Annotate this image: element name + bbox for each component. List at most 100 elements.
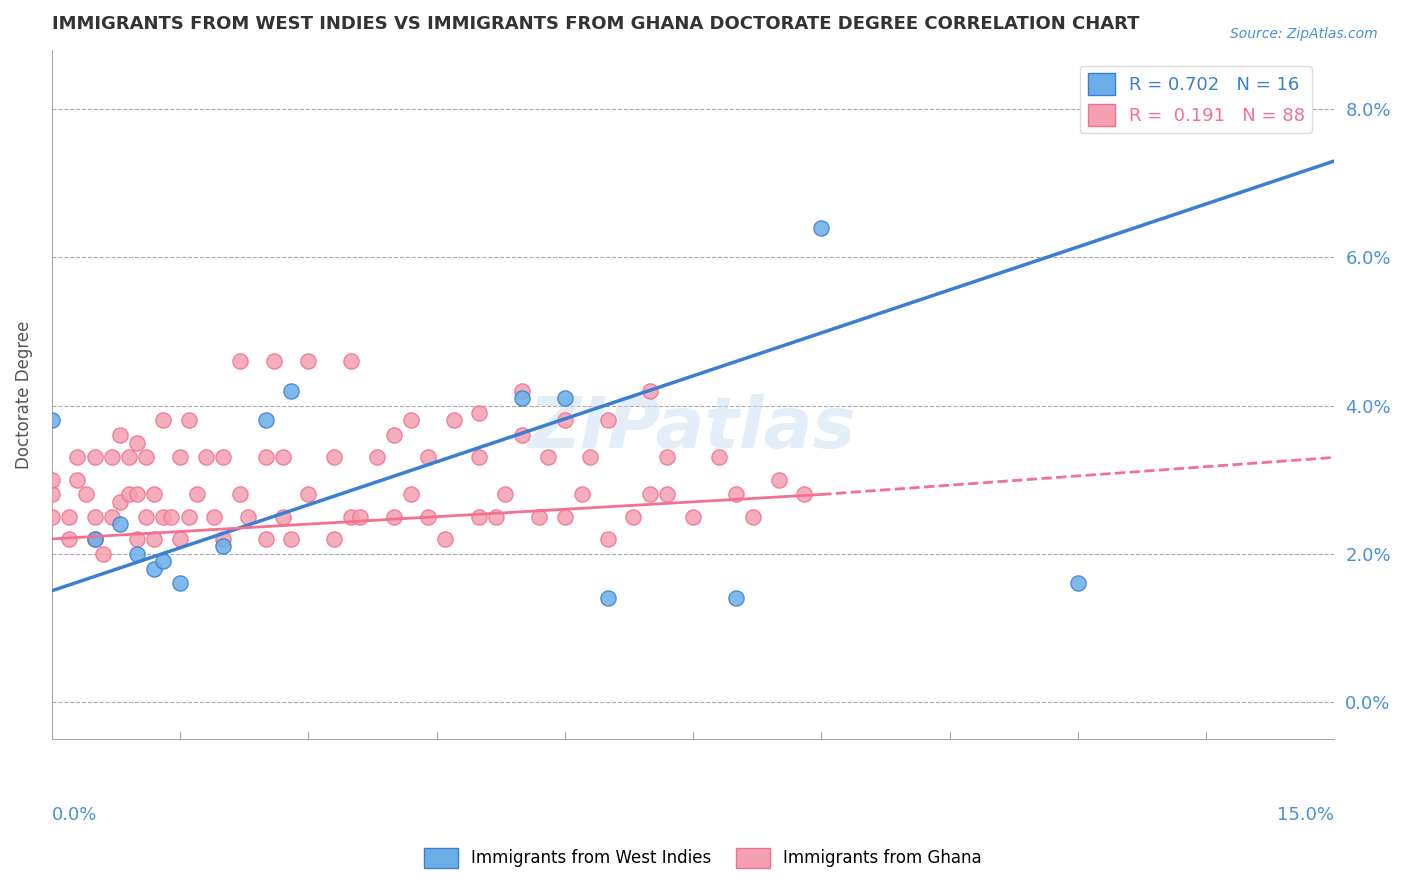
Point	[229, 487, 252, 501]
Point	[297, 354, 319, 368]
Point	[58, 509, 80, 524]
Text: ZIPatlas: ZIPatlas	[529, 394, 856, 463]
Point	[366, 450, 388, 465]
Point	[271, 450, 294, 465]
Point	[554, 413, 576, 427]
Point	[254, 532, 277, 546]
Point	[322, 450, 344, 465]
Point	[468, 450, 491, 465]
Point	[596, 591, 619, 606]
Point	[621, 509, 644, 524]
Point	[152, 554, 174, 568]
Point	[118, 487, 141, 501]
Point	[83, 509, 105, 524]
Point	[41, 473, 63, 487]
Point	[349, 509, 371, 524]
Point	[494, 487, 516, 501]
Point	[322, 532, 344, 546]
Point	[340, 354, 363, 368]
Point	[186, 487, 208, 501]
Text: IMMIGRANTS FROM WEST INDIES VS IMMIGRANTS FROM GHANA DOCTORATE DEGREE CORRELATIO: IMMIGRANTS FROM WEST INDIES VS IMMIGRANT…	[52, 15, 1139, 33]
Point	[100, 509, 122, 524]
Point	[211, 539, 233, 553]
Point	[41, 487, 63, 501]
Text: 15.0%: 15.0%	[1277, 805, 1334, 823]
Point	[382, 428, 405, 442]
Point	[160, 509, 183, 524]
Point	[724, 591, 747, 606]
Y-axis label: Doctorate Degree: Doctorate Degree	[15, 320, 32, 468]
Point	[707, 450, 730, 465]
Point	[169, 450, 191, 465]
Point	[510, 384, 533, 398]
Legend: Immigrants from West Indies, Immigrants from Ghana: Immigrants from West Indies, Immigrants …	[418, 841, 988, 875]
Text: 0.0%: 0.0%	[52, 805, 97, 823]
Point	[434, 532, 457, 546]
Point	[510, 428, 533, 442]
Point	[127, 435, 149, 450]
Point	[510, 391, 533, 405]
Point	[537, 450, 560, 465]
Point	[741, 509, 763, 524]
Point	[127, 532, 149, 546]
Point	[202, 509, 225, 524]
Point	[468, 509, 491, 524]
Point	[571, 487, 593, 501]
Point	[554, 509, 576, 524]
Point	[238, 509, 260, 524]
Point	[194, 450, 217, 465]
Legend: R = 0.702   N = 16, R =  0.191   N = 88: R = 0.702 N = 16, R = 0.191 N = 88	[1080, 66, 1312, 133]
Point	[83, 450, 105, 465]
Point	[127, 547, 149, 561]
Point	[58, 532, 80, 546]
Point	[657, 450, 679, 465]
Point	[638, 487, 661, 501]
Point	[596, 413, 619, 427]
Point	[83, 532, 105, 546]
Point	[211, 532, 233, 546]
Point	[682, 509, 704, 524]
Point	[527, 509, 550, 524]
Point	[297, 487, 319, 501]
Point	[638, 384, 661, 398]
Point	[768, 473, 790, 487]
Point	[75, 487, 97, 501]
Point	[280, 532, 302, 546]
Point	[211, 450, 233, 465]
Point	[83, 532, 105, 546]
Point	[135, 450, 157, 465]
Point	[118, 450, 141, 465]
Point	[340, 509, 363, 524]
Text: Source: ZipAtlas.com: Source: ZipAtlas.com	[1230, 27, 1378, 41]
Point	[177, 509, 200, 524]
Point	[263, 354, 285, 368]
Point	[108, 428, 131, 442]
Point	[41, 413, 63, 427]
Point	[100, 450, 122, 465]
Point	[127, 487, 149, 501]
Point	[596, 532, 619, 546]
Point	[810, 220, 832, 235]
Point	[399, 413, 422, 427]
Point	[108, 495, 131, 509]
Point	[280, 384, 302, 398]
Point	[382, 509, 405, 524]
Point	[416, 450, 439, 465]
Point	[143, 561, 166, 575]
Point	[579, 450, 602, 465]
Point	[108, 517, 131, 532]
Point	[229, 354, 252, 368]
Point	[271, 509, 294, 524]
Point	[152, 509, 174, 524]
Point	[66, 450, 89, 465]
Point	[485, 509, 508, 524]
Point	[169, 576, 191, 591]
Point	[254, 413, 277, 427]
Point	[254, 450, 277, 465]
Point	[416, 509, 439, 524]
Point	[177, 413, 200, 427]
Point	[468, 406, 491, 420]
Point	[152, 413, 174, 427]
Point	[143, 487, 166, 501]
Point	[41, 509, 63, 524]
